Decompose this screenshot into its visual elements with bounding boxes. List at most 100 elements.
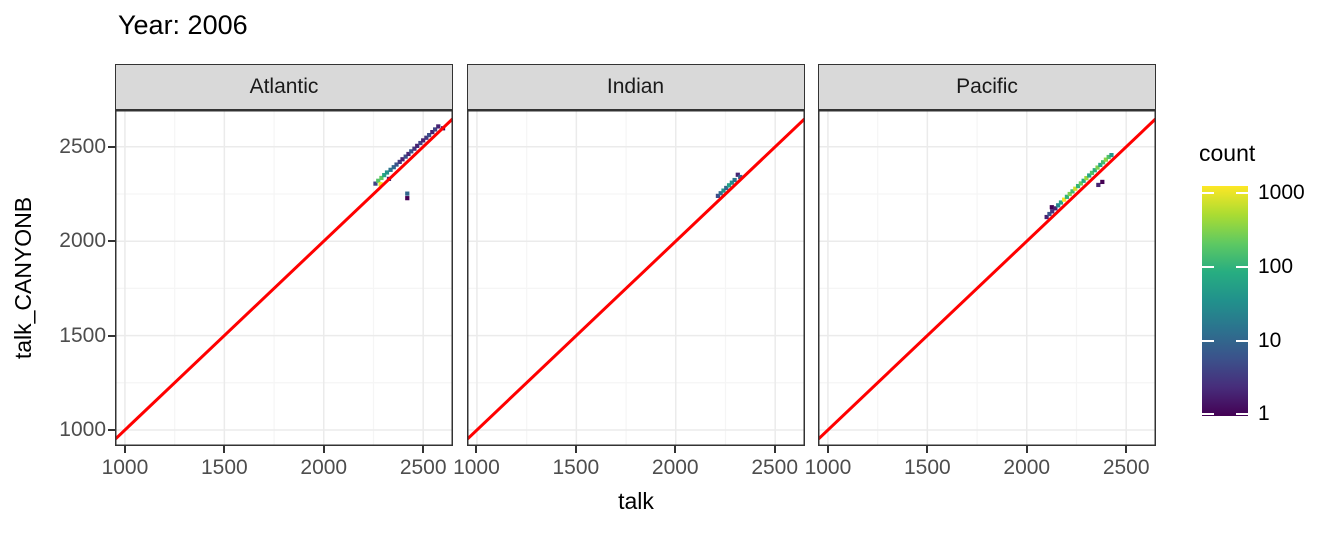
bin-tile xyxy=(1100,179,1105,185)
facet-strip-atlantic: Atlantic xyxy=(115,64,453,110)
bin-tile xyxy=(418,140,423,146)
bin-tile xyxy=(732,177,737,183)
x-tick-mark xyxy=(475,446,478,453)
legend-tick-mark xyxy=(1202,191,1214,194)
legend-tick-mark xyxy=(1236,339,1248,342)
bin-tile xyxy=(1081,178,1086,183)
x-tick-mark xyxy=(422,446,425,453)
bin-tile xyxy=(373,181,378,186)
facet-panel-atlantic xyxy=(87,90,483,466)
bin-tile xyxy=(424,135,429,140)
x-tick-mark xyxy=(773,446,776,453)
y-tick-mark xyxy=(108,428,115,431)
legend-title: count xyxy=(1199,140,1256,166)
legend-tick-mark xyxy=(1202,339,1214,342)
x-tick-label: 1500 xyxy=(200,456,248,479)
x-tick-mark xyxy=(674,446,677,453)
bin-tile xyxy=(715,193,720,198)
bin-tile xyxy=(1053,206,1058,211)
bin-tile xyxy=(376,178,381,183)
bin-tile xyxy=(1103,157,1108,162)
x-tick-label: 1000 xyxy=(804,456,852,479)
bin-tile xyxy=(1044,214,1049,220)
bin-tile xyxy=(409,149,414,154)
bin-tile xyxy=(403,154,408,159)
bin-tile xyxy=(421,138,426,143)
bin-tile xyxy=(1101,160,1106,165)
x-tick-label: 1500 xyxy=(552,456,600,479)
bin-tile xyxy=(406,151,411,157)
bin-tile xyxy=(1098,162,1103,168)
x-tick-mark xyxy=(826,446,829,453)
x-tick-label: 2500 xyxy=(399,456,447,479)
facet-plot-atlantic xyxy=(87,90,483,466)
identity-reference-line xyxy=(790,90,1186,466)
facet-strip-indian: Indian xyxy=(466,64,805,110)
bin-tile xyxy=(1109,153,1114,158)
x-tick-label: 2500 xyxy=(1102,456,1150,479)
bin-tile xyxy=(1096,182,1101,188)
bin-tile xyxy=(430,129,435,135)
bin-tile xyxy=(433,127,438,132)
bin-tile xyxy=(1092,168,1097,173)
x-axis-title: talk xyxy=(618,488,654,514)
bin-tile xyxy=(1095,165,1100,170)
x-tick-mark xyxy=(223,446,226,453)
bin-tile xyxy=(737,174,742,180)
legend-tick-mark xyxy=(1236,412,1248,415)
legend-tick-label: 100 xyxy=(1258,255,1294,279)
x-tick-label: 2500 xyxy=(751,456,799,479)
y-tick-mark xyxy=(108,145,115,148)
y-tick-mark xyxy=(108,240,115,243)
facet-strip-pacific: Pacific xyxy=(818,64,1156,110)
bin-tile xyxy=(1087,173,1092,178)
legend-tick-label: 1000 xyxy=(1258,180,1305,204)
bin-tile xyxy=(382,173,387,178)
bin-tile xyxy=(735,172,740,177)
bin-tile xyxy=(1047,211,1052,217)
y-tick-label: 1000 xyxy=(59,417,106,441)
x-tick-mark xyxy=(322,446,325,453)
bin-tile xyxy=(412,146,417,151)
bin-tile xyxy=(391,165,396,170)
x-tick-label: 1500 xyxy=(903,456,951,479)
facet-panel-indian xyxy=(438,90,835,466)
bin-tile xyxy=(1058,200,1064,205)
x-tick-label: 2000 xyxy=(651,456,699,479)
bin-tile xyxy=(1084,176,1089,181)
legend-colorbar xyxy=(1202,186,1248,416)
x-tick-mark xyxy=(123,446,126,453)
plot-title: Year: 2006 xyxy=(118,10,248,40)
facet-plot-indian xyxy=(438,90,835,466)
legend-tick-label: 10 xyxy=(1258,328,1282,352)
legend-tick-label: 1 xyxy=(1258,401,1270,425)
bin-tile xyxy=(1050,209,1055,214)
x-tick-label: 2000 xyxy=(1003,456,1051,479)
x-tick-mark xyxy=(1025,446,1028,453)
bin-tile xyxy=(726,183,731,188)
bin-tile xyxy=(1056,203,1061,208)
legend-tick-mark xyxy=(1202,266,1214,269)
y-tick-label: 1500 xyxy=(59,323,106,347)
facet-plot-pacific xyxy=(790,90,1186,466)
bin-tile xyxy=(720,188,726,193)
bin-tile xyxy=(729,180,734,185)
x-tick-label: 1000 xyxy=(453,456,500,479)
bin-tile xyxy=(405,191,410,196)
bin-tile xyxy=(1089,170,1095,175)
x-tick-mark xyxy=(1125,446,1128,453)
x-tick-label: 2000 xyxy=(300,456,348,479)
x-tick-mark xyxy=(926,446,929,453)
bin-tile xyxy=(388,167,393,172)
facet-panel-pacific xyxy=(790,90,1186,466)
y-tick-mark xyxy=(108,334,115,337)
legend-tick-mark xyxy=(1236,266,1248,269)
bin-tile xyxy=(1064,194,1070,199)
bin-tile xyxy=(394,162,399,167)
bin-tile xyxy=(1049,205,1054,210)
y-axis-title: talk_CANYONB xyxy=(10,196,36,360)
bin-tile xyxy=(397,159,402,165)
bin-tile xyxy=(718,191,723,196)
bin-tile xyxy=(415,143,420,148)
